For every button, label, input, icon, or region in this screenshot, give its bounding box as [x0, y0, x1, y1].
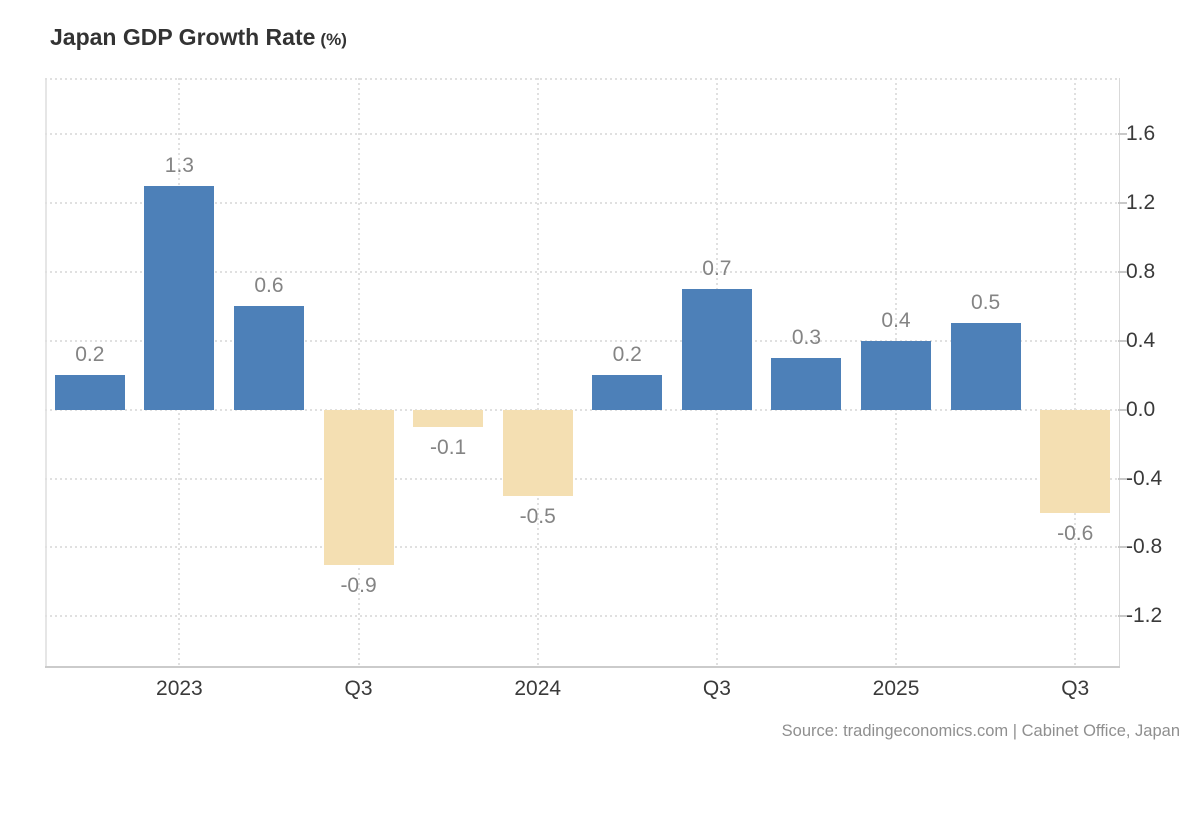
h-gridline: [45, 477, 1120, 480]
chart-bar[interactable]: [323, 409, 394, 565]
plot-left-border: [45, 78, 47, 668]
source-note: Source: tradingeconomics.com | Cabinet O…: [781, 722, 1180, 740]
y-tick-mark: [1118, 546, 1127, 549]
v-gridline: [357, 78, 360, 668]
plot-area: 0.2 1.3 0.6 -0.9 -0.1 -0.5 0.2 0.7 0.3 0.4 0.5 -0.6: [45, 78, 1120, 668]
chart-title-unit: (%): [320, 30, 347, 49]
h-gridline: [45, 132, 1120, 135]
chart-bar[interactable]: [233, 306, 304, 410]
chart-bar[interactable]: [950, 323, 1021, 410]
bar-value-label: 1.3: [164, 153, 194, 177]
x-tick-label: 2024: [514, 677, 562, 700]
h-gridline: [45, 408, 1120, 411]
bar-value-label: 0.2: [75, 343, 105, 367]
bar-value-label: -0.1: [430, 435, 467, 459]
y-tick-mark: [1118, 615, 1127, 618]
v-gridline: [536, 78, 539, 668]
bar-value-label: 0.3: [791, 325, 822, 349]
bar-value-label: -0.9: [340, 573, 377, 597]
y-tick-label: 1.6: [1126, 121, 1156, 145]
y-tick-mark: [1118, 477, 1127, 480]
chart-bar[interactable]: [1040, 409, 1111, 513]
h-gridline: [45, 339, 1120, 342]
y-tick-label: 0.8: [1126, 259, 1156, 283]
y-tick-label: -1.2: [1126, 604, 1163, 628]
bar-value-label: -0.5: [519, 504, 556, 528]
y-tick-label: 1.2: [1126, 190, 1156, 214]
y-tick-mark: [1118, 408, 1127, 411]
v-gridline: [1074, 78, 1077, 668]
bar-value-label: 0.7: [702, 257, 732, 281]
bar-value-label: 0.2: [612, 343, 642, 367]
x-tick-label: Q3: [344, 677, 373, 700]
h-gridline: [45, 546, 1120, 549]
chart-bar[interactable]: [592, 375, 663, 410]
x-axis-line: [45, 666, 1120, 668]
chart-bar[interactable]: [144, 185, 215, 410]
y-tick-mark: [1118, 339, 1127, 342]
y-tick-label: 0.4: [1126, 328, 1156, 352]
chart-bar[interactable]: [861, 340, 932, 410]
chart-bar[interactable]: [502, 409, 573, 496]
h-gridline: [45, 201, 1120, 204]
chart-title-text: Japan GDP Growth Rate: [50, 24, 316, 50]
h-gridline: [45, 615, 1120, 618]
bar-value-label: -0.6: [1057, 521, 1094, 545]
y-tick-mark: [1118, 132, 1127, 135]
y-tick-label: -0.8: [1126, 535, 1163, 559]
h-gridline: [45, 270, 1120, 273]
y-tick-mark: [1118, 201, 1127, 204]
bar-value-label: 0.6: [254, 274, 284, 298]
y-tick-label: -0.4: [1126, 466, 1163, 490]
chart-bar[interactable]: [771, 357, 842, 410]
bar-value-label: 0.5: [971, 291, 1001, 315]
bar-value-label: 0.4: [881, 308, 911, 332]
chart-bar[interactable]: [413, 409, 484, 427]
y-tick-label: 0.0: [1126, 397, 1156, 421]
x-tick-label: 2025: [872, 677, 920, 700]
y-tick-mark: [1118, 270, 1127, 273]
y-axis-line: [1119, 78, 1120, 668]
chart-title: Japan GDP Growth Rate (%): [50, 24, 347, 51]
chart-bar[interactable]: [54, 375, 125, 410]
x-tick-label: 2023: [156, 677, 203, 700]
x-tick-label: Q3: [702, 677, 731, 700]
x-tick-label: Q3: [1061, 677, 1090, 700]
chart-bar[interactable]: [681, 289, 752, 410]
plot-top-border: [45, 78, 1120, 80]
